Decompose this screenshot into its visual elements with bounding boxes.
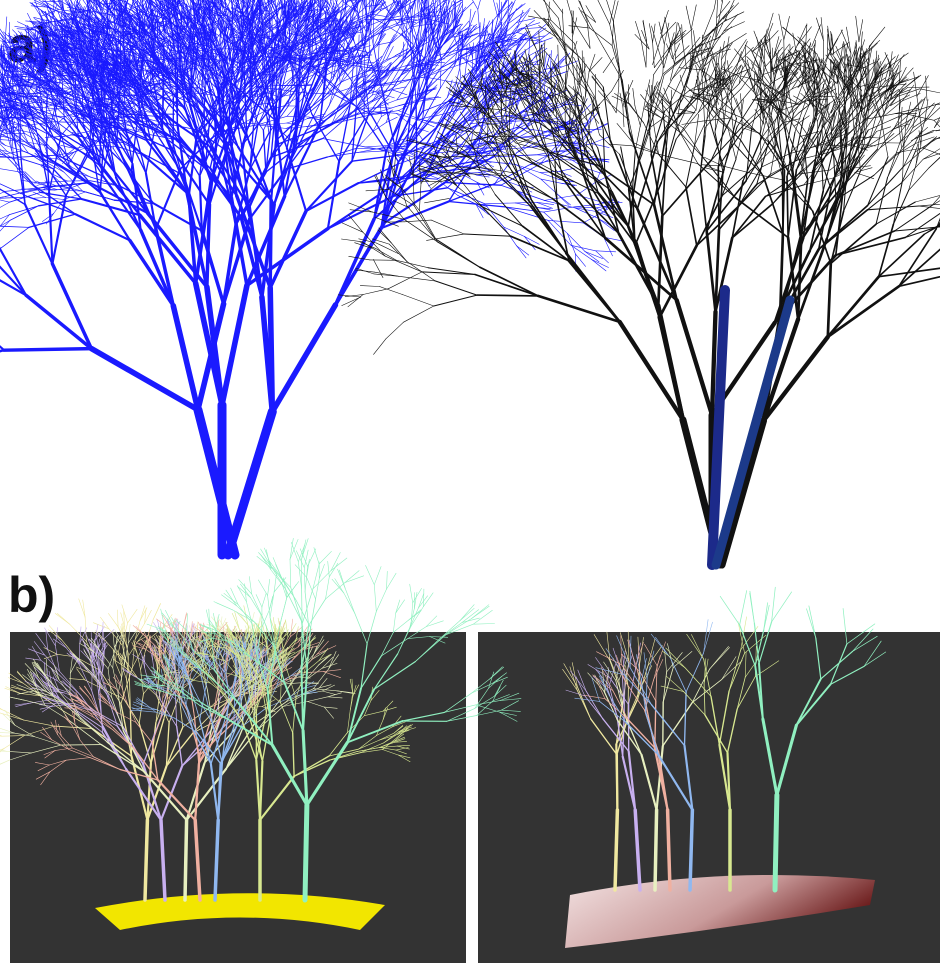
branch bbox=[0, 220, 10, 237]
branch bbox=[22, 96, 43, 97]
branch bbox=[0, 202, 9, 215]
branch bbox=[0, 235, 26, 295]
branch bbox=[265, 104, 269, 133]
branch bbox=[91, 349, 197, 410]
branch bbox=[298, 0, 301, 1]
figure: a) b) bbox=[0, 0, 940, 963]
panel-label: b) bbox=[8, 567, 55, 623]
branch bbox=[14, 160, 35, 187]
branch bbox=[26, 295, 91, 348]
branch bbox=[4, 349, 91, 351]
branch bbox=[0, 350, 4, 370]
branch bbox=[453, 0, 473, 5]
branch bbox=[173, 306, 198, 410]
branch bbox=[49, 192, 52, 264]
branch bbox=[243, 123, 269, 124]
branch bbox=[32, 198, 46, 199]
branch bbox=[52, 264, 91, 349]
branch bbox=[25, 205, 52, 264]
branch bbox=[29, 197, 76, 214]
branch bbox=[8, 129, 44, 155]
branch bbox=[5, 17, 7, 39]
branch bbox=[377, 108, 392, 109]
branch bbox=[0, 168, 18, 172]
branch bbox=[0, 227, 29, 251]
branch bbox=[0, 215, 10, 235]
branch bbox=[401, 59, 412, 75]
branch bbox=[0, 303, 4, 350]
branch bbox=[263, 130, 266, 172]
branch bbox=[198, 410, 235, 555]
